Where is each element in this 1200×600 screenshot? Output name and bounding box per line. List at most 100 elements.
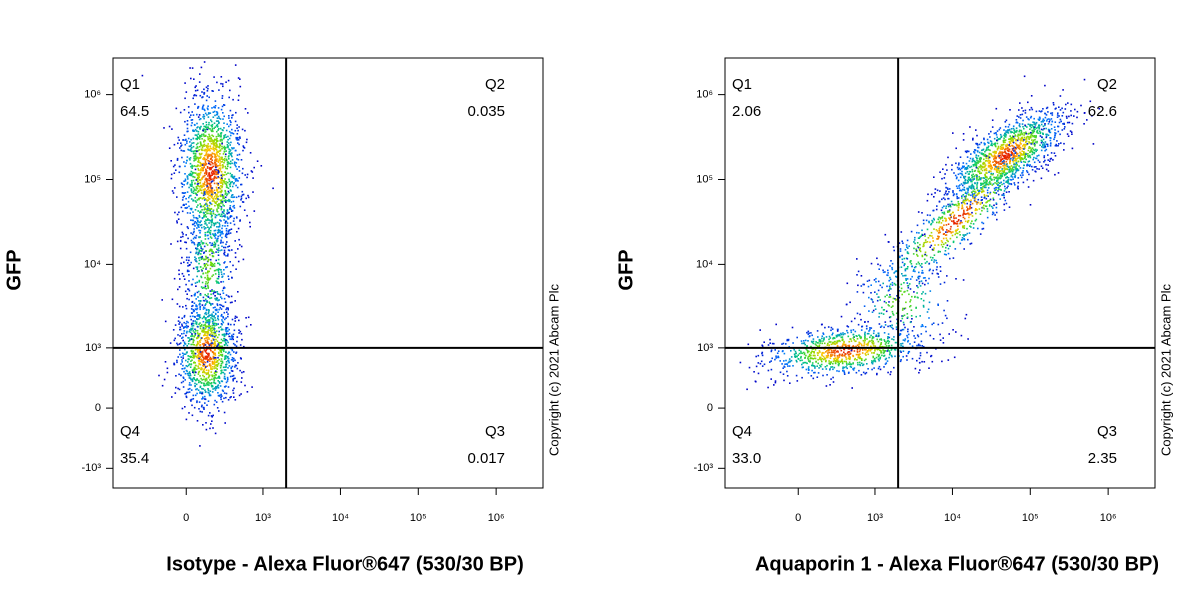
- event-dot: [973, 151, 975, 153]
- event-dot: [235, 196, 238, 199]
- event-dot: [224, 356, 226, 359]
- event-dot: [216, 150, 218, 153]
- event-dot: [926, 199, 929, 202]
- event-dot: [211, 375, 214, 378]
- event-dot: [1083, 78, 1086, 81]
- event-dot: [199, 385, 202, 388]
- event-dot: [212, 171, 215, 173]
- event-dot: [218, 222, 221, 224]
- event-dot: [207, 218, 209, 220]
- event-dot: [980, 183, 983, 186]
- event-dot: [199, 341, 201, 343]
- event-dot: [1037, 159, 1040, 162]
- event-dot: [197, 349, 199, 352]
- event-dot: [224, 134, 227, 136]
- event-dot: [203, 349, 206, 351]
- event-dot: [1070, 114, 1072, 117]
- event-dot: [1035, 127, 1038, 129]
- event-dot: [1007, 152, 1010, 155]
- event-dot: [226, 233, 228, 236]
- event-dot: [212, 293, 215, 295]
- event-dot: [938, 229, 941, 232]
- event-dot: [210, 187, 212, 189]
- event-dot: [1057, 112, 1059, 114]
- event-dot: [205, 154, 207, 157]
- event-dot: [205, 377, 208, 380]
- event-dot: [192, 150, 195, 153]
- event-dot: [207, 281, 209, 283]
- event-dot: [190, 308, 193, 310]
- event-dot: [227, 378, 229, 380]
- event-dot: [985, 157, 988, 159]
- event-dot: [193, 368, 195, 370]
- event-dot: [221, 185, 224, 187]
- event-dot: [233, 329, 236, 332]
- event-dot: [227, 230, 230, 233]
- event-dot: [190, 295, 193, 297]
- event-dot: [239, 244, 241, 246]
- event-dot: [234, 399, 237, 401]
- event-dot: [916, 245, 919, 248]
- event-dot: [964, 213, 967, 215]
- event-dot: [183, 370, 185, 373]
- event-dot: [170, 243, 172, 245]
- event-dot: [948, 217, 950, 219]
- event-dot: [210, 168, 212, 170]
- event-dot: [938, 220, 941, 223]
- event-dot: [190, 170, 193, 173]
- event-dot: [192, 190, 195, 192]
- event-dot: [200, 300, 202, 302]
- event-dot: [205, 153, 208, 155]
- event-dot: [1009, 142, 1012, 145]
- event-dot: [228, 180, 231, 183]
- event-dot: [1065, 115, 1068, 118]
- event-dot: [968, 216, 970, 219]
- event-dot: [208, 167, 211, 170]
- event-dot: [1004, 151, 1006, 154]
- event-dot: [194, 192, 197, 194]
- event-dot: [982, 162, 985, 164]
- event-dot: [199, 327, 202, 330]
- event-dot: [196, 420, 199, 422]
- event-dot: [184, 393, 186, 395]
- event-dot: [221, 231, 223, 233]
- event-dot: [190, 389, 193, 391]
- event-dot: [188, 355, 191, 358]
- event-dot: [199, 174, 201, 176]
- event-dot: [188, 384, 191, 386]
- event-dot: [221, 355, 224, 357]
- event-dot: [189, 183, 192, 186]
- event-dot: [188, 377, 191, 379]
- event-dot: [250, 324, 252, 326]
- event-dot: [951, 234, 954, 237]
- event-dot: [977, 190, 980, 193]
- event-dot: [971, 174, 973, 177]
- event-dot: [209, 363, 211, 365]
- event-dot: [1010, 183, 1013, 186]
- event-dot: [222, 349, 225, 351]
- event-dot: [201, 152, 203, 155]
- event-dot: [225, 255, 227, 257]
- event-dot: [206, 300, 208, 302]
- event-dot: [1037, 118, 1040, 121]
- event-dot: [203, 164, 205, 167]
- event-dot: [924, 251, 927, 254]
- event-dot: [1030, 115, 1033, 118]
- event-dot: [202, 183, 204, 186]
- event-dot: [226, 266, 228, 268]
- event-dot: [963, 237, 965, 240]
- event-dot: [192, 223, 195, 226]
- event-dot: [984, 164, 987, 166]
- event-dot: [228, 328, 230, 331]
- event-dot: [1007, 144, 1009, 147]
- event-dot: [193, 366, 196, 369]
- event-dot: [218, 376, 221, 378]
- event-dot: [949, 217, 951, 220]
- event-dot: [208, 358, 211, 360]
- event-dot: [220, 393, 222, 396]
- event-dot: [205, 148, 208, 151]
- event-dot: [226, 356, 228, 358]
- event-dot: [933, 196, 935, 198]
- event-dot: [936, 230, 939, 232]
- event-dot: [211, 127, 214, 130]
